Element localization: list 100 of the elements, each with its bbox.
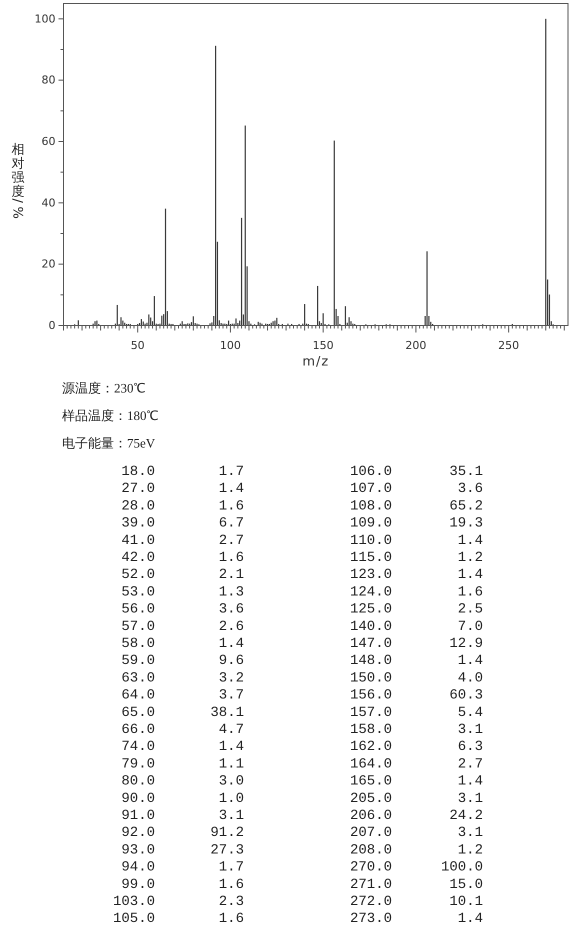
category-label: 66.0 <box>121 722 155 738</box>
category-label: 157.0 <box>350 704 392 721</box>
category-label: 107.0 <box>350 481 392 498</box>
category-label: 108.0 <box>350 498 392 514</box>
data-label: 6.7 <box>218 516 244 532</box>
category-label: 59.0 <box>121 653 155 670</box>
data-label: 3.1 <box>458 825 483 842</box>
data-label: 3.1 <box>218 808 244 824</box>
data-label: 3.6 <box>458 481 483 498</box>
category-label: 103.0 <box>112 894 155 910</box>
data-label: 100.0 <box>440 860 483 876</box>
data-label: 3.6 <box>218 602 244 618</box>
category-label: 105.0 <box>112 911 155 928</box>
data-label: 1.6 <box>218 498 244 514</box>
x-tick-label: 150 <box>312 339 334 352</box>
category-label: 53.0 <box>121 584 155 600</box>
category-label: 99.0 <box>121 876 155 893</box>
category-label: 94.0 <box>121 860 155 876</box>
category-label: 150.0 <box>350 670 392 686</box>
category-label: 52.0 <box>121 567 155 584</box>
data-label: 1.4 <box>458 911 483 928</box>
category-label: 64.0 <box>121 688 155 704</box>
data-label: 4.7 <box>218 722 244 738</box>
category-label: 93.0 <box>121 842 155 858</box>
data-label: 10.1 <box>449 894 483 910</box>
data-label: 2.7 <box>218 532 244 549</box>
data-label: 35.1 <box>449 464 483 480</box>
category-label: 158.0 <box>350 722 392 738</box>
category-label: 156.0 <box>350 688 392 704</box>
y-tick-label: 0 <box>48 319 56 332</box>
category-label: 147.0 <box>350 636 392 652</box>
y-axis-title: 相对强度/% <box>10 142 24 219</box>
category-label: 207.0 <box>350 825 392 842</box>
x-tick-label: 50 <box>130 339 145 352</box>
x-axis-title: m/z <box>302 354 330 370</box>
x-tick-label: 200 <box>405 339 426 352</box>
data-label: 1.4 <box>458 532 483 549</box>
category-label: 91.0 <box>121 808 155 824</box>
category-label: 162.0 <box>350 739 392 756</box>
category-label: 106.0 <box>350 464 392 480</box>
category-label: 272.0 <box>350 894 392 910</box>
category-label: 58.0 <box>121 636 155 652</box>
category-label: 271.0 <box>350 876 392 893</box>
category-label: 270.0 <box>350 860 392 876</box>
y-tick-label: 40 <box>42 196 56 210</box>
data-label: 65.2 <box>449 498 483 514</box>
data-label: 60.3 <box>449 688 483 704</box>
data-label: 1.7 <box>218 860 244 876</box>
data-label: 1.7 <box>218 464 244 480</box>
category-label: 92.0 <box>121 825 155 842</box>
data-label: 15.0 <box>449 876 483 893</box>
y-tick-label: 60 <box>42 135 56 148</box>
category-label: 79.0 <box>121 756 155 772</box>
data-label: 1.4 <box>218 739 244 756</box>
data-label: 6.3 <box>458 739 483 756</box>
category-label: 57.0 <box>121 618 155 635</box>
category-label: 148.0 <box>350 653 392 670</box>
data-label: 1.6 <box>218 876 244 893</box>
category-label: 115.0 <box>350 550 392 566</box>
category-label: 140.0 <box>350 618 392 635</box>
data-label: 9.6 <box>218 653 244 670</box>
data-label: 3.0 <box>218 774 244 790</box>
category-label: 18.0 <box>121 464 155 480</box>
category-label: 74.0 <box>121 739 155 756</box>
x-tick-label: 100 <box>220 339 241 352</box>
x-tick-label: 250 <box>498 339 520 352</box>
data-label: 19.3 <box>449 516 483 532</box>
category-label: 110.0 <box>350 532 392 549</box>
category-label: 206.0 <box>350 808 392 824</box>
category-label: 80.0 <box>121 774 155 790</box>
data-label: 1.2 <box>458 550 483 566</box>
data-label: 4.0 <box>458 670 483 686</box>
data-label: 12.9 <box>449 636 483 652</box>
category-label: 56.0 <box>121 602 155 618</box>
data-label: 3.1 <box>458 790 483 807</box>
y-tick-label: 100 <box>34 12 56 26</box>
category-label: 164.0 <box>350 756 392 772</box>
category-label: 65.0 <box>121 704 155 721</box>
data-label: 1.4 <box>458 653 483 670</box>
category-label: 28.0 <box>121 498 155 514</box>
category-label: 165.0 <box>350 774 392 790</box>
category-label: 42.0 <box>121 550 155 566</box>
category-label: 63.0 <box>121 670 155 686</box>
category-label: 124.0 <box>350 584 392 600</box>
data-label: 2.3 <box>218 894 244 910</box>
data-label: 1.6 <box>458 584 483 600</box>
category-label: 125.0 <box>350 602 392 618</box>
data-label: 1.4 <box>218 636 244 652</box>
category-label: 39.0 <box>121 516 155 532</box>
data-label: 2.1 <box>218 567 244 584</box>
notes: 源温度：230℃ 样品温度：180℃ 电子能量：75eV <box>62 380 158 450</box>
data-label: 27.3 <box>210 842 244 858</box>
y-tick-label: 20 <box>42 258 56 271</box>
data-label: 1.2 <box>458 842 483 858</box>
category-label: 109.0 <box>350 516 392 532</box>
data-label: 3.7 <box>218 688 244 704</box>
data-label: 1.0 <box>218 790 244 807</box>
data-label: 2.6 <box>218 618 244 635</box>
data-label: 91.2 <box>210 825 244 842</box>
data-label: 38.1 <box>210 704 244 721</box>
